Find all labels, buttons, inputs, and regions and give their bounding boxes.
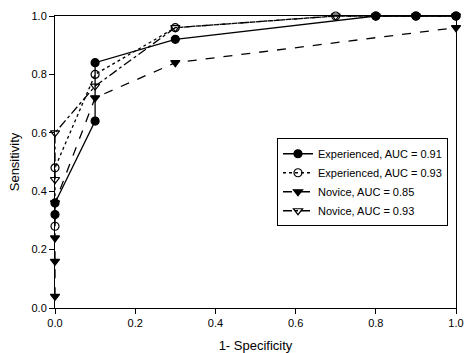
svg-text:0.0: 0.0	[47, 317, 62, 329]
svg-text:Novice, AUC = 0.85: Novice, AUC = 0.85	[318, 186, 414, 198]
svg-text:0.8: 0.8	[368, 317, 383, 329]
svg-text:1.0: 1.0	[448, 317, 463, 329]
svg-text:0.0: 0.0	[32, 302, 47, 314]
svg-text:1.0: 1.0	[32, 10, 47, 22]
svg-text:0.2: 0.2	[32, 243, 47, 255]
svg-text:1- Specificity: 1- Specificity	[219, 338, 293, 353]
svg-text:Novice, AUC = 0.93: Novice, AUC = 0.93	[318, 205, 414, 217]
svg-text:0.2: 0.2	[128, 317, 143, 329]
svg-text:0.8: 0.8	[32, 68, 47, 80]
svg-text:Experienced, AUC = 0.91: Experienced, AUC = 0.91	[318, 148, 442, 160]
svg-text:0.4: 0.4	[208, 317, 223, 329]
svg-text:Sensitivity: Sensitivity	[7, 132, 22, 191]
svg-text:0.6: 0.6	[288, 317, 303, 329]
svg-text:Experienced, AUC = 0.93: Experienced, AUC = 0.93	[318, 167, 442, 179]
svg-text:0.4: 0.4	[32, 185, 47, 197]
svg-text:0.6: 0.6	[32, 127, 47, 139]
